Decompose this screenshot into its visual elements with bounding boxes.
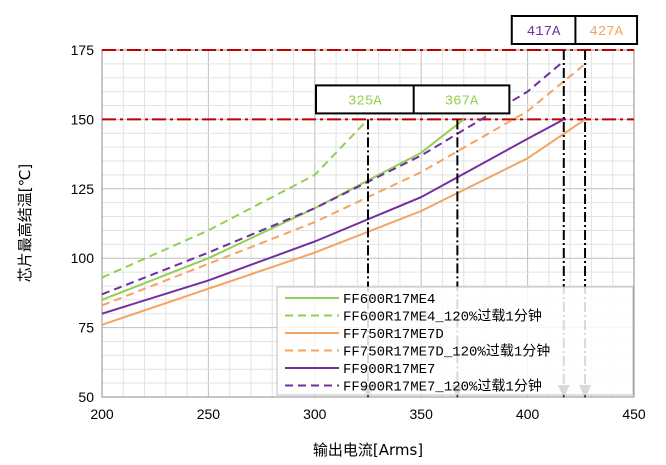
- marker-label-367: 367A: [445, 93, 479, 109]
- x-tick-label: 450: [622, 406, 646, 422]
- y-tick-label: 150: [71, 111, 95, 127]
- y-axis-title: 芯片最高结温[℃]: [16, 164, 34, 283]
- marker-label-325: 325A: [348, 93, 382, 109]
- marker-label-417: 417A: [527, 24, 561, 40]
- legend-box: [276, 286, 634, 396]
- legend-label-3: FF750R17ME7D_120%过载1分钟: [343, 343, 550, 361]
- x-tick-label: 400: [516, 406, 540, 422]
- series-line-1: [101, 118, 369, 279]
- legend-label-1: FF600R17ME4_120%过载1分钟: [343, 308, 542, 326]
- x-tick-label: 350: [410, 406, 434, 422]
- y-tick-label: 100: [71, 250, 95, 266]
- legend-label-0: FF600R17ME4: [343, 292, 435, 308]
- legend-label-4: FF900R17ME7: [343, 362, 435, 378]
- x-tick-label: 300: [303, 406, 327, 422]
- y-tick-label: 75: [78, 320, 94, 336]
- x-axis-title: 输出电流[Arms]: [313, 441, 423, 459]
- y-tick-label: 50: [78, 389, 94, 405]
- legend-label-5: FF900R17ME7_120%过载1分钟: [343, 378, 542, 396]
- y-tick-label: 175: [71, 42, 95, 58]
- y-tick-label: 125: [71, 181, 95, 197]
- x-tick-label: 200: [90, 406, 114, 422]
- series-line-0: [101, 118, 465, 301]
- reference-lines: [102, 49, 634, 121]
- legend: FF600R17ME4FF600R17ME4_120%过载1分钟FF750R17…: [276, 286, 634, 396]
- x-tick-label: 250: [197, 406, 221, 422]
- tick-labels: 200 250 300 350 400 450 50 75 100 125 150 175: [71, 42, 646, 422]
- legend-label-2: FF750R17ME7D: [343, 327, 444, 343]
- vertical-markers: 325A 367A 417A 427A: [315, 15, 639, 398]
- marker-label-427: 427A: [589, 24, 623, 40]
